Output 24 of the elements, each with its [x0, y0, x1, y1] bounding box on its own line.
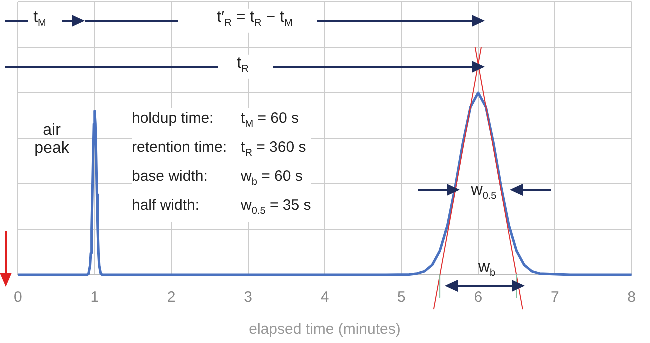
- annotation: holdup time:: [132, 109, 215, 129]
- annotation: air peak: [34, 122, 70, 158]
- x-tick-label: 2: [167, 289, 176, 306]
- x-tick-label: 0: [14, 289, 22, 306]
- x-tick-label: 3: [244, 289, 252, 306]
- x-tick-label: 8: [628, 289, 636, 306]
- annotation: t$_{M}$ = 60 s: [241, 109, 300, 132]
- annotation: w$_{0.5}$ = 35 s: [241, 196, 312, 219]
- x-axis-title: elapsed time (minutes): [249, 321, 401, 338]
- x-tick-label: 1: [90, 289, 100, 306]
- text: t$_{M}$: [32, 8, 48, 34]
- annotation: half width:: [132, 196, 201, 216]
- annotation: t$_{R}$: [235, 54, 251, 80]
- annotation: retention time:: [132, 138, 228, 158]
- x-tick-label: 6: [474, 289, 483, 306]
- annotation: w$_{b}$ = 60 s: [241, 167, 304, 190]
- annotation: w$_{b}$: [477, 258, 497, 282]
- x-tick-label: 5: [398, 289, 406, 306]
- annotation: t$_{R}$ = 360 s: [241, 138, 308, 161]
- annotation: w$_{0.5}$: [470, 182, 498, 204]
- annotation: base width:: [132, 167, 209, 187]
- x-tick-label: 4: [320, 289, 330, 306]
- x-tick-label: 7: [550, 289, 560, 306]
- text: t′$_{R}$ = t$_{R}$ − t$_{M}$: [215, 8, 295, 34]
